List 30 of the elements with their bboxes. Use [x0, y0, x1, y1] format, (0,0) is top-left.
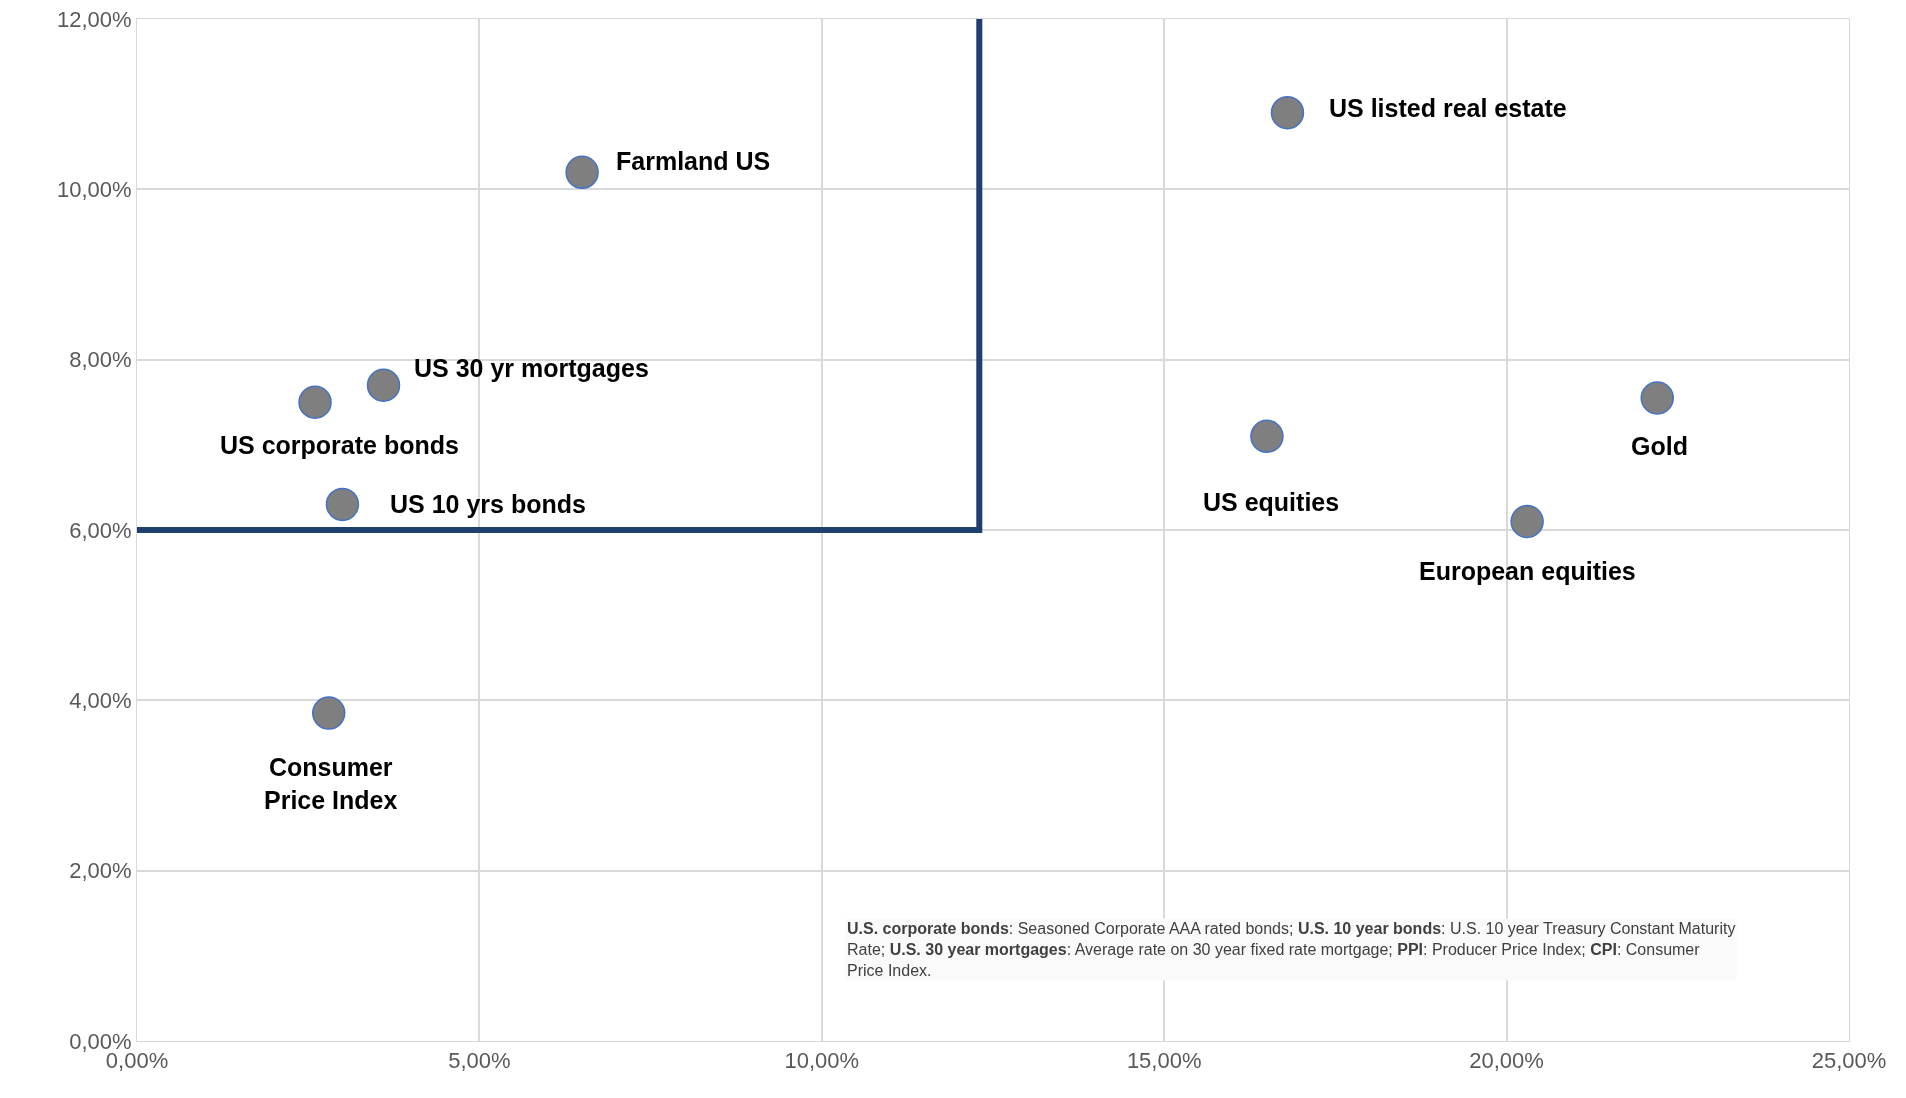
x-tick-label: 5,00% [448, 1048, 511, 1074]
point [1270, 95, 1305, 130]
point [1510, 504, 1544, 539]
text: U.S. corporate bonds: Seasoned Corporate AAA rated bonds; U.S. 10 year bonds: U.S. 10 year Treasury Constant Maturity Rate; U.S. 30 year mortgages: Average rate on 30 year fixed rate mortgage; PPI: Producer Price Index; CPI: Consumer Price Index. [847, 920, 1736, 979]
y-tick-label: 8,00% [69, 347, 132, 373]
x-tick-label: 10,00% [784, 1048, 860, 1074]
series-label: Gold [1631, 432, 1688, 460]
series-label: European equities [1419, 557, 1636, 585]
text: Consumer Price Index [264, 753, 398, 814]
x-tick-label: 15,00% [1126, 1048, 1202, 1074]
point [565, 155, 599, 190]
point [1640, 381, 1675, 415]
y-tick-label: 10,00% [56, 177, 132, 203]
y-tick-label: 2,00% [69, 858, 132, 884]
y-tick-label: 12,00% [56, 6, 132, 32]
point [298, 385, 332, 419]
point [312, 696, 346, 730]
y-tick-label: 4,00% [69, 688, 132, 714]
series-label: US 10 yrs bonds [390, 490, 586, 518]
y-tick-label: 6,00% [69, 517, 132, 543]
series-label: US equities [1203, 488, 1340, 516]
series-label: US corporate bonds [220, 431, 459, 459]
series-label: US listed real estate [1329, 94, 1567, 122]
series-label: US 30 yr mortgages [414, 354, 649, 382]
point [1250, 419, 1284, 454]
x-tick-label: 20,00% [1469, 1048, 1544, 1074]
point [325, 487, 360, 522]
series-label: Farmland US [616, 147, 771, 175]
x-tick-label: 25,00% [1811, 1048, 1887, 1074]
point [366, 368, 401, 402]
